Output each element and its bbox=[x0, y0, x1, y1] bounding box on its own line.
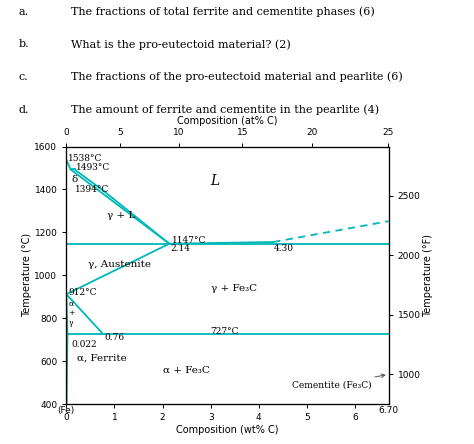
Text: 1147°C: 1147°C bbox=[172, 236, 207, 245]
Text: The amount of ferrite and cementite in the pearlite (4): The amount of ferrite and cementite in t… bbox=[71, 105, 379, 115]
Text: d.: d. bbox=[19, 105, 29, 115]
Text: γ + Fe₃C: γ + Fe₃C bbox=[210, 284, 257, 293]
Text: 727°C: 727°C bbox=[210, 327, 239, 336]
Y-axis label: Temperature (°F): Temperature (°F) bbox=[423, 234, 434, 317]
Text: The fractions of the pro-eutectoid material and pearlite (6): The fractions of the pro-eutectoid mater… bbox=[71, 72, 403, 83]
Text: a.: a. bbox=[19, 7, 29, 17]
Text: 6.70: 6.70 bbox=[379, 405, 399, 415]
Text: 0.76: 0.76 bbox=[104, 333, 124, 341]
Text: α + Fe₃C: α + Fe₃C bbox=[163, 366, 210, 375]
Text: c.: c. bbox=[19, 72, 29, 82]
Text: What is the pro-eutectoid material? (2): What is the pro-eutectoid material? (2) bbox=[71, 40, 291, 50]
Text: 912°C: 912°C bbox=[68, 288, 97, 297]
Text: 1493°C: 1493°C bbox=[76, 163, 110, 172]
Text: (Fe): (Fe) bbox=[58, 405, 75, 415]
X-axis label: Composition (wt% C): Composition (wt% C) bbox=[176, 425, 279, 435]
Text: The fractions of total ferrite and cementite phases (6): The fractions of total ferrite and cemen… bbox=[71, 7, 375, 17]
Text: δ: δ bbox=[71, 175, 77, 184]
Text: γ, Austenite: γ, Austenite bbox=[88, 261, 151, 270]
Text: 0.022: 0.022 bbox=[71, 340, 97, 349]
Text: 2.14: 2.14 bbox=[170, 244, 190, 253]
Text: Cementite (Fe₃C): Cementite (Fe₃C) bbox=[292, 374, 385, 389]
Text: 1538°C: 1538°C bbox=[68, 155, 102, 163]
Text: 4.30: 4.30 bbox=[274, 244, 294, 253]
X-axis label: Composition (at% C): Composition (at% C) bbox=[177, 116, 278, 127]
Text: γ + L: γ + L bbox=[107, 211, 136, 220]
Text: α, Ferrite: α, Ferrite bbox=[77, 354, 127, 363]
Y-axis label: Temperature (°C): Temperature (°C) bbox=[21, 233, 32, 317]
Text: α
+
γ: α + γ bbox=[68, 300, 75, 327]
Text: L: L bbox=[210, 174, 220, 188]
Text: b.: b. bbox=[19, 40, 29, 49]
Text: 1394°C: 1394°C bbox=[75, 185, 109, 194]
